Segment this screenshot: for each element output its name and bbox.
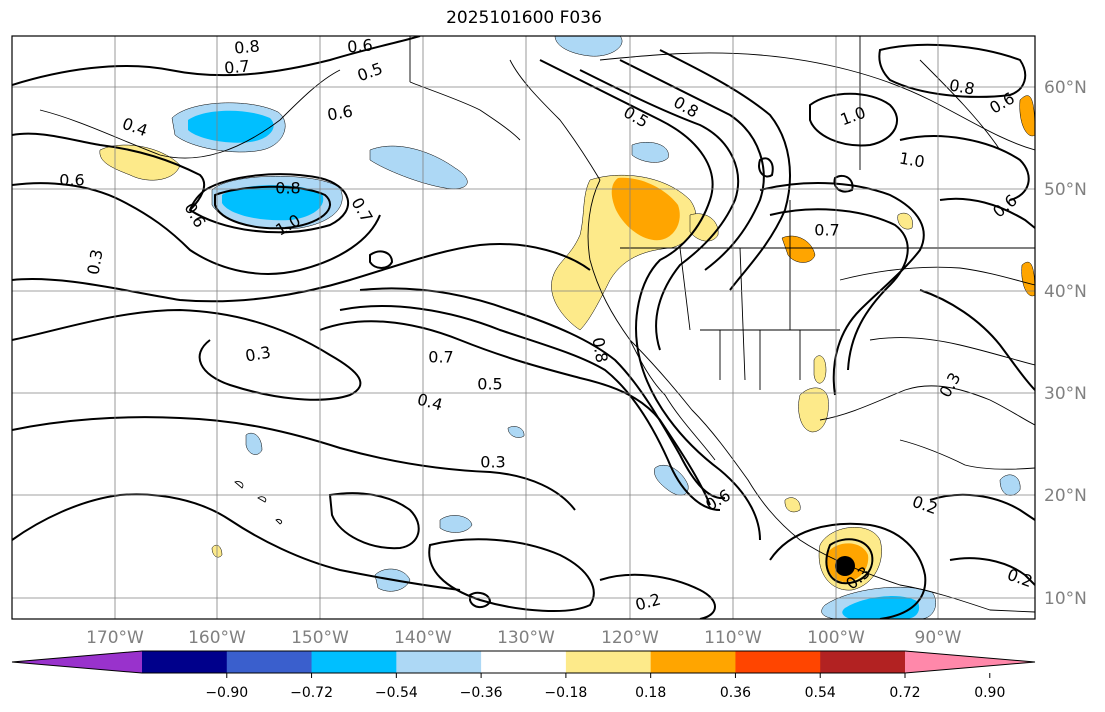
longitude-label: 170°W <box>86 628 144 648</box>
longitude-label: 140°W <box>394 628 452 648</box>
contour-label: 0.8 <box>588 336 611 364</box>
colorbar-bin <box>565 651 652 673</box>
contour-label: 0.6 <box>702 485 734 514</box>
longitude-label: 90°W <box>915 628 962 648</box>
map-title: 2025101600 F036 <box>446 8 602 28</box>
map-plot-area <box>12 36 1035 619</box>
contour-label: 0.3 <box>480 453 505 472</box>
colorbar <box>11 650 1036 674</box>
longitude-label: 100°W <box>807 628 865 648</box>
latitude-label: 40°N <box>1044 282 1087 302</box>
contour-label: 0.2 <box>1005 565 1035 592</box>
colorbar-bin <box>650 651 736 673</box>
longitude-label: 160°W <box>188 628 246 648</box>
contour-label: 0.8 <box>948 75 976 98</box>
latitude-labels: 60°N 50°N 40°N 30°N 20°N 10°N <box>1044 78 1087 609</box>
longitude-label: 120°W <box>601 628 659 648</box>
contour-label: 0.7 <box>428 348 453 367</box>
colorbar-low-extend <box>12 651 142 673</box>
colorbar-bin <box>481 651 567 673</box>
latitude-label: 20°N <box>1044 486 1087 506</box>
colorbar-tick-label: 0.72 <box>889 685 920 701</box>
shaded-anomaly-fields <box>99 36 1035 619</box>
contour-label: 0.8 <box>670 92 702 121</box>
contour-label: 0.3 <box>935 369 964 401</box>
contour-label: 0.3 <box>244 342 272 365</box>
colorbar-outline <box>11 650 1036 674</box>
colorbar-bin <box>396 651 482 673</box>
contour-label: 0.8 <box>233 36 260 57</box>
latitude-label: 50°N <box>1044 180 1087 200</box>
colorbar-tick-labels: −0.90 −0.72 −0.54 −0.36 −0.18 0.18 0.36 0.54 0.7… <box>205 673 1005 701</box>
contour-label: 0.7 <box>814 221 839 240</box>
longitude-label: 130°W <box>497 628 555 648</box>
contour-label: 0.7 <box>223 56 250 77</box>
colorbar-tick-label: 0.90 <box>974 685 1005 701</box>
colorbar-tick-label: −0.54 <box>375 685 418 701</box>
contour-label: 0.6 <box>326 101 354 124</box>
contour-label: 0.4 <box>120 114 150 141</box>
contour-label: 0.7 <box>347 194 376 226</box>
map-frame <box>11 35 1036 620</box>
contour-lines <box>12 36 1035 619</box>
colorbar-tick-label: −0.36 <box>460 685 503 701</box>
latitude-label: 60°N <box>1044 78 1087 98</box>
colorbar-tick-label: 0.18 <box>635 685 666 701</box>
contour-label: 0.3 <box>83 248 106 276</box>
colorbar-tick-label: 0.54 <box>805 685 836 701</box>
colorbar-tick-label: 0.36 <box>720 685 751 701</box>
colorbar-tick-label: −0.72 <box>290 685 333 701</box>
colorbar-high-extend <box>905 651 1035 673</box>
colorbar-bin <box>226 651 313 673</box>
contour-label: 0.2 <box>910 492 940 519</box>
contour-label: 1.0 <box>898 148 926 171</box>
longitude-label: 150°W <box>291 628 349 648</box>
colorbar-bin <box>311 651 397 673</box>
colorbar-bin <box>820 651 906 673</box>
contour-label: 0.5 <box>477 375 502 394</box>
longitude-label: 110°W <box>704 628 762 648</box>
contour-label: 0.5 <box>355 59 385 86</box>
contour-label: 0.6 <box>989 191 1021 222</box>
colorbar-bin <box>142 651 228 673</box>
contour-label: 0.8 <box>275 179 300 198</box>
contour-label: 0.6 <box>180 199 209 231</box>
contour-label: 0.6 <box>59 171 84 190</box>
latitude-label: 30°N <box>1044 384 1087 404</box>
contour-label: 0.6 <box>346 35 373 56</box>
colorbar-tick-label: −0.18 <box>544 685 587 701</box>
colorbar-bin <box>735 651 821 673</box>
latitude-label: 10°N <box>1044 589 1087 609</box>
contour-label: 1.0 <box>838 103 868 130</box>
contour-label: 0.5 <box>620 102 652 131</box>
longitude-labels: 170°W 160°W 150°W 140°W 130°W 120°W 110°W 100°W… <box>86 628 962 648</box>
contour-label: 0.2 <box>633 590 663 615</box>
graticule <box>12 36 1035 619</box>
colorbar-tick-label: −0.90 <box>205 685 248 701</box>
